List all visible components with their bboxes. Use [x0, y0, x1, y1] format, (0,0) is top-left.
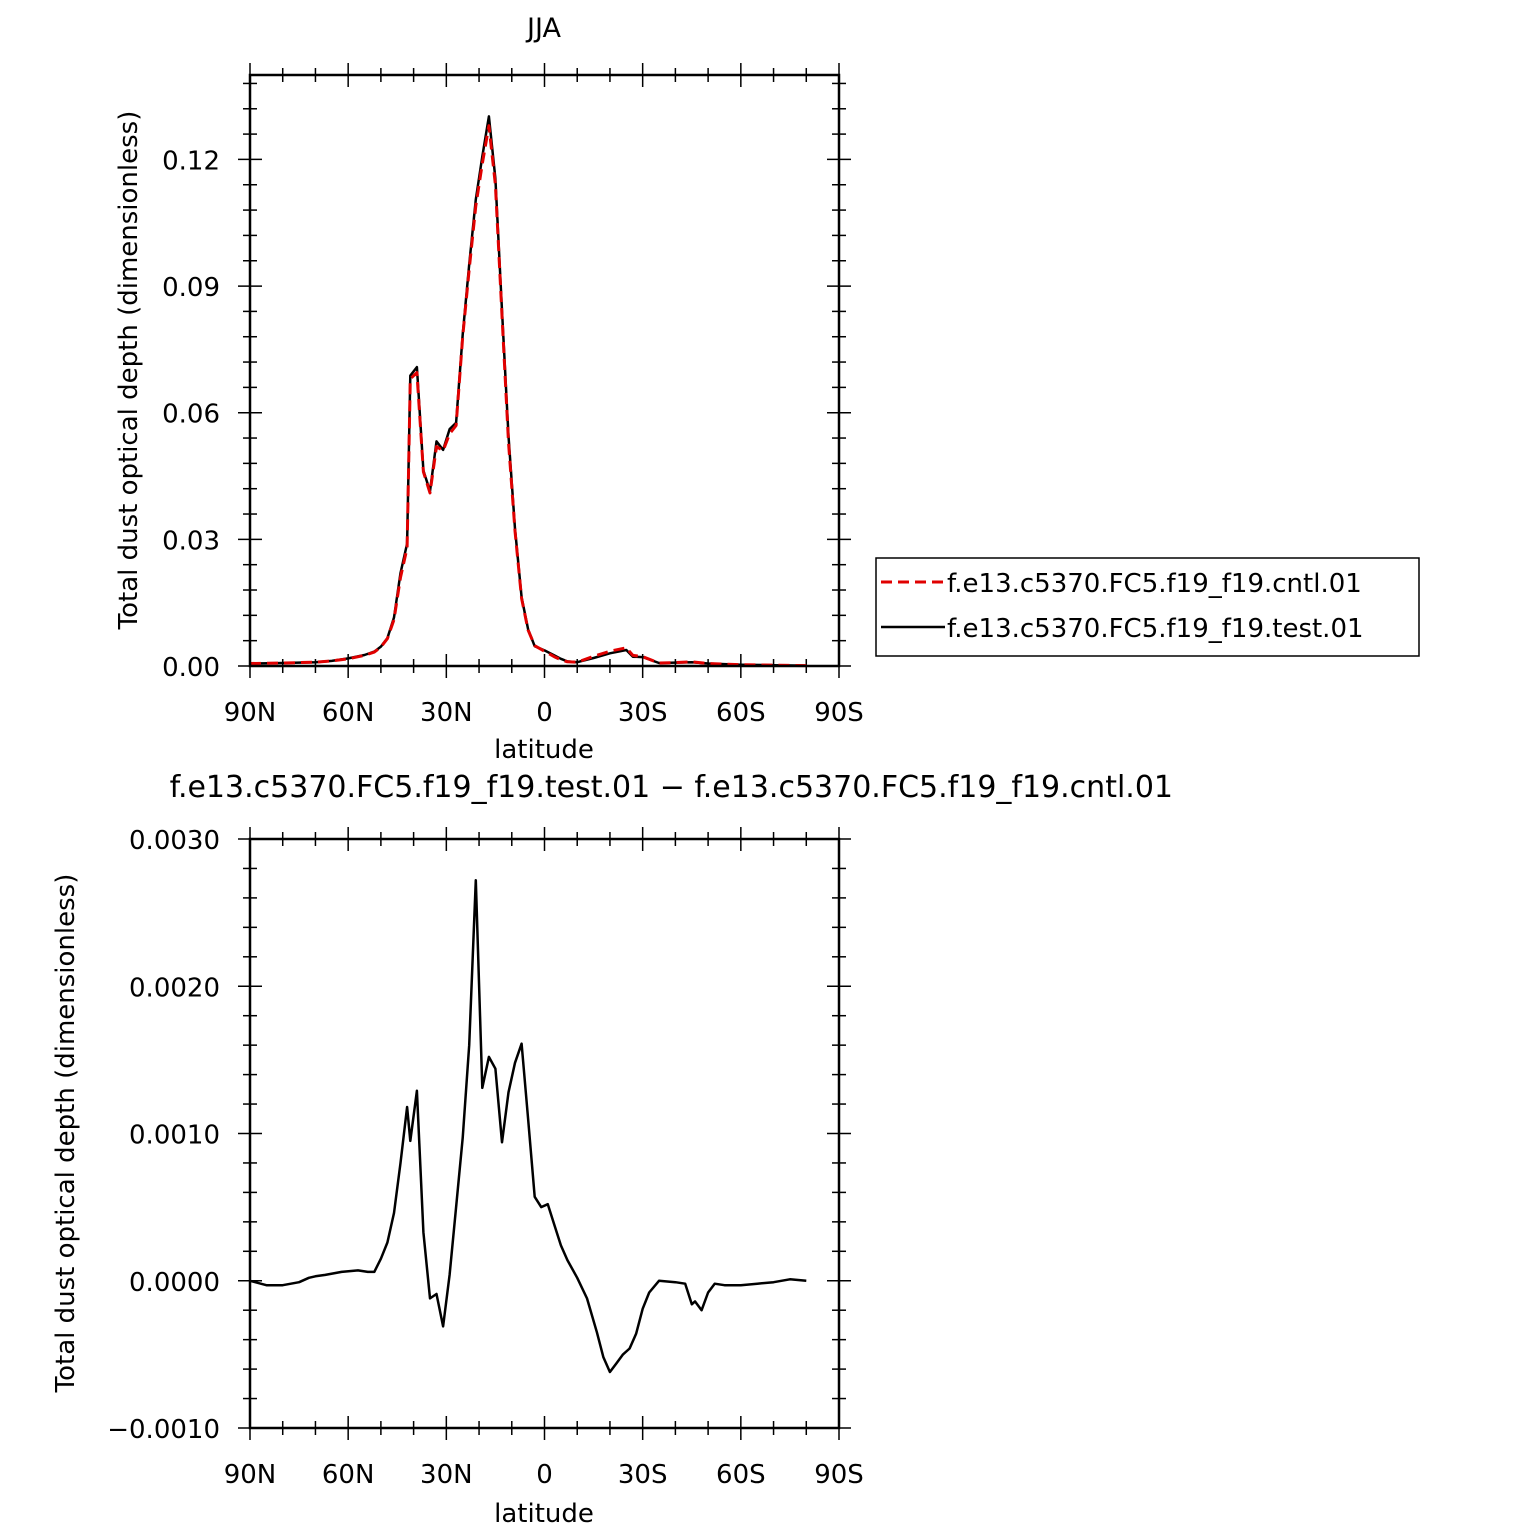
legend-label-test: f.e13.c5370.FC5.f19_f19.test.01 — [947, 614, 1364, 644]
top-ytick-label: 0.12 — [162, 146, 220, 176]
bottom-ytick-label: 0.0000 — [129, 1268, 220, 1298]
bottom-xtick-label: 60S — [716, 1460, 766, 1490]
legend-label-cntl: f.e13.c5370.FC5.f19_f19.cntl.01 — [947, 569, 1362, 599]
bottom-xtick-label: 30N — [420, 1460, 473, 1490]
top-ytick-label: 0.06 — [162, 400, 220, 430]
top-series-line-0 — [249, 124, 807, 668]
bottom-ytick-label: 0.0010 — [129, 1121, 220, 1151]
bottom-frame — [248, 837, 841, 1430]
top-xtick-label: 0 — [536, 698, 553, 728]
bottom-xtick-label: 0 — [536, 1460, 553, 1490]
top-ticks: 90N 60N 30N 0 30S 60S 90S 0.00 0.03 0.06 0.09 0.12 — [162, 63, 864, 728]
bottom-ytick-label: 0.0020 — [129, 973, 220, 1003]
top-xtick-label: 90N — [224, 698, 277, 728]
top-xtick-label: 30N — [420, 698, 473, 728]
top-ylabel: Total dust optical depth (dimensionless) — [114, 111, 144, 631]
top-title: JJA — [525, 13, 561, 44]
top-ytick-label: 0.00 — [162, 653, 220, 683]
top-xlabel: latitude — [494, 735, 594, 765]
bottom-series — [249, 878, 807, 1374]
legend-box — [875, 557, 1420, 657]
top-frame — [248, 73, 841, 668]
top-series — [249, 115, 807, 668]
top-xtick-label: 30S — [618, 698, 668, 728]
bottom-xtick-label: 60N — [322, 1460, 375, 1490]
bottom-xtick-label: 90N — [224, 1460, 277, 1490]
bottom-series-line-0 — [249, 878, 807, 1374]
bottom-xtick-label: 30S — [618, 1460, 668, 1490]
bottom-ytick-label: −0.0010 — [107, 1415, 220, 1445]
top-ytick-label: 0.03 — [162, 526, 220, 556]
top-xtick-label: 60N — [322, 698, 375, 728]
top-series-line-1 — [249, 115, 807, 667]
bottom-ticks: 90N 60N 30N 0 30S 60S 90S −0.0010 0.0000 0.0010 0.… — [107, 826, 864, 1490]
bottom-xtick-label: 90S — [814, 1460, 864, 1490]
top-xtick-label: 90S — [814, 698, 864, 728]
top-ytick-label: 0.09 — [162, 273, 220, 303]
bottom-xlabel: latitude — [494, 1499, 594, 1529]
bottom-ylabel: Total dust optical depth (dimensionless) — [51, 874, 81, 1394]
bottom-title: f.e13.c5370.FC5.f19_f19.test.01 − f.e13.… — [170, 770, 1173, 805]
top-xtick-label: 60S — [716, 698, 766, 728]
panel-bottom: f.e13.c5370.FC5.f19_f19.test.01 − f.e13.… — [51, 770, 1173, 1529]
panel-top: JJA Total dust optical depth (dimensionl… — [114, 13, 864, 765]
bottom-ytick-label: 0.0030 — [129, 826, 220, 856]
legend: f.e13.c5370.FC5.f19_f19.cntl.01 f.e13.c5… — [875, 557, 1420, 657]
